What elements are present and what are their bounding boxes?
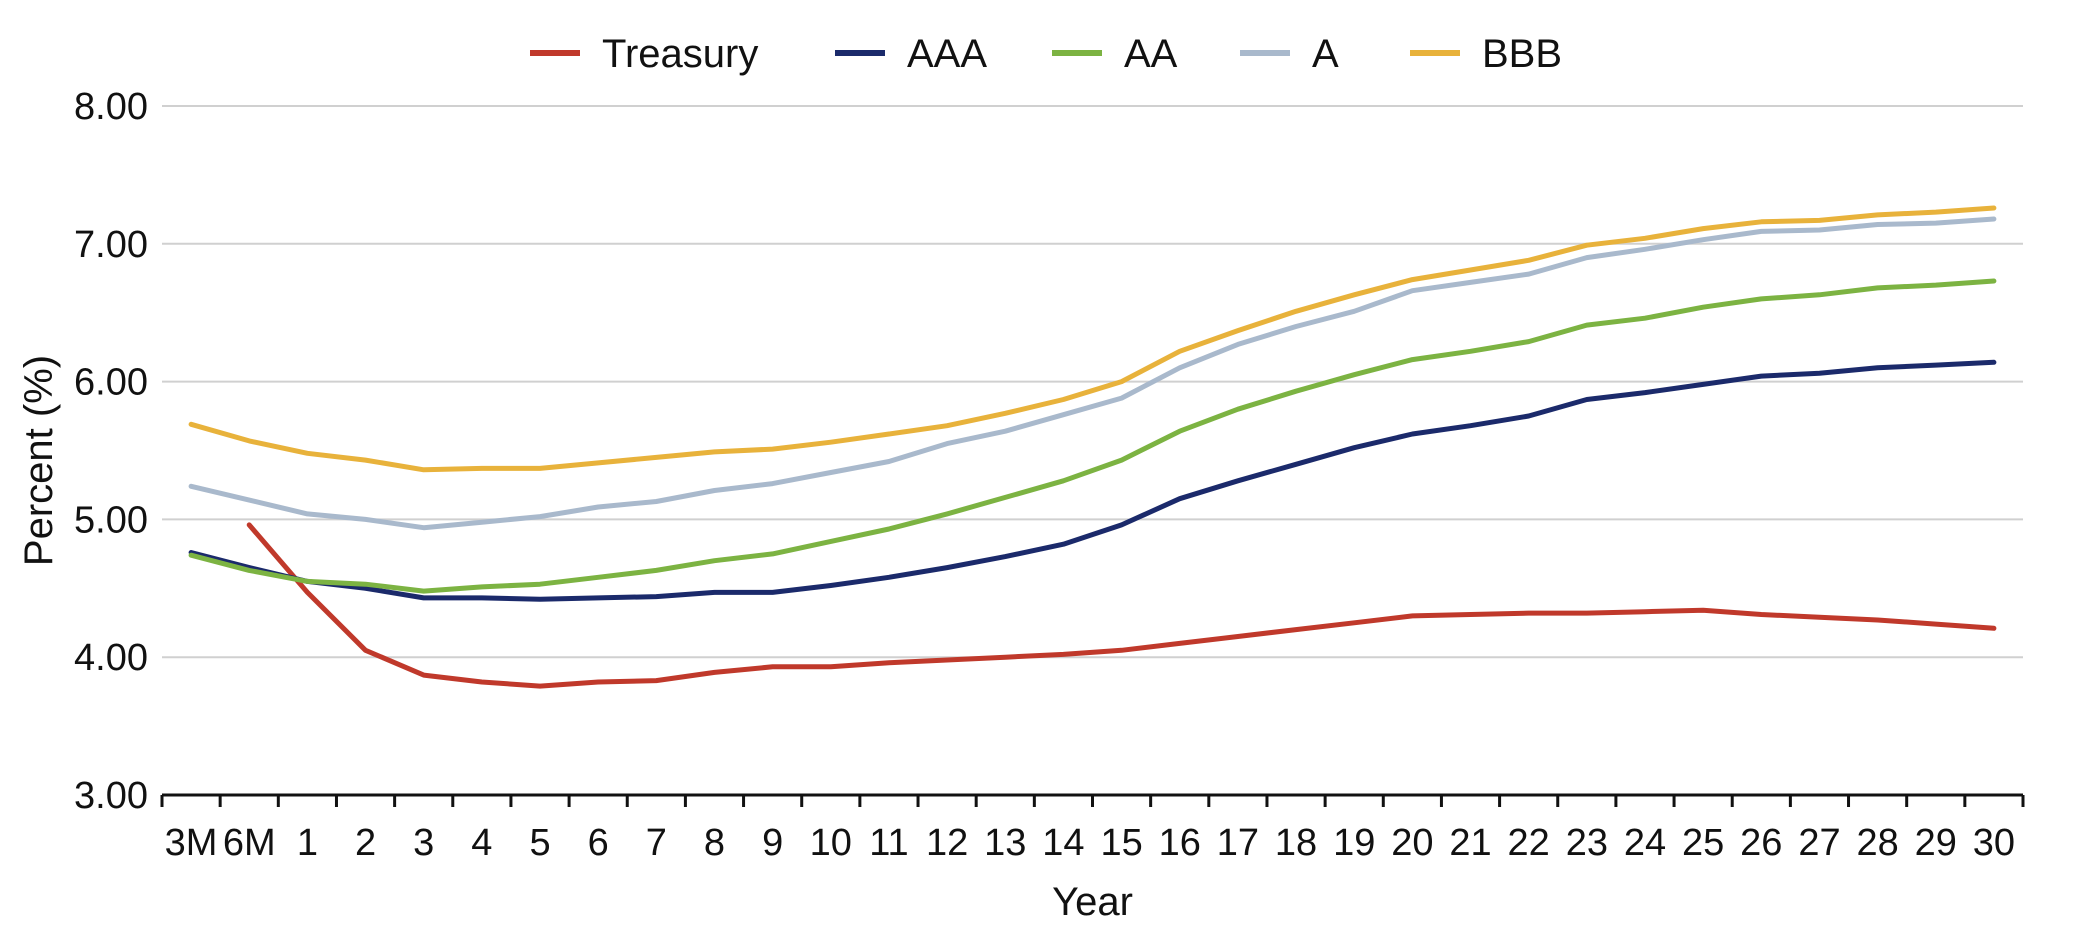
x-tick-label: 11	[869, 822, 908, 864]
x-tick-label: 15	[1100, 822, 1142, 864]
legend-label-treasury: Treasury	[602, 32, 758, 76]
x-tick-label: 19	[1333, 822, 1375, 864]
x-tick-label: 6M	[223, 822, 276, 864]
gridlines	[162, 105, 2023, 659]
series-line-treasury	[246, 522, 1997, 689]
x-tick-label: 17	[1217, 822, 1259, 864]
x-tick-label: 8	[704, 822, 725, 864]
x-tick-label: 13	[984, 822, 1026, 864]
x-tick-label: 23	[1566, 822, 1608, 864]
y-tick-label: 5.00	[74, 499, 148, 541]
x-tick-label: 28	[1856, 822, 1898, 864]
x-tick-label: 14	[1042, 822, 1084, 864]
series-line-bbb	[188, 205, 1997, 473]
legend-label-bbb: BBB	[1482, 32, 1562, 76]
x-tick-label: 4	[471, 822, 492, 864]
y-tick-label: 3.00	[74, 775, 148, 817]
x-tick-label: 10	[810, 822, 852, 864]
y-axis-title: Percent (%)	[17, 355, 61, 566]
x-tick-label: 21	[1449, 822, 1491, 864]
x-tick-label: 24	[1624, 822, 1666, 864]
x-tick-label: 3M	[165, 822, 218, 864]
x-tick-label: 25	[1682, 822, 1724, 864]
x-tick-label: 5	[529, 822, 550, 864]
y-tick-label: 6.00	[74, 362, 148, 404]
x-tick-label: 9	[762, 822, 783, 864]
series-line-aaa	[188, 359, 1997, 602]
x-tick-label: 29	[1915, 822, 1957, 864]
series-lines	[188, 205, 1997, 689]
x-tick-label: 7	[646, 822, 667, 864]
legend-label-aa: AA	[1124, 32, 1178, 76]
x-tick-label: 18	[1275, 822, 1317, 864]
x-tick-label: 3	[413, 822, 434, 864]
legend: Treasury AAA AA A BBB	[530, 32, 1562, 76]
x-tick-label: 16	[1159, 822, 1201, 864]
x-tick-label: 2	[355, 822, 376, 864]
x-axis-title: Year	[1052, 880, 1133, 924]
x-axis-ticks: 3M 6M 1 2 3 4 5 6 7 8 9 10 11 12 13 14 15 16 17 18 19 20 21 22 2…	[160, 795, 2025, 864]
x-tick-label: 20	[1391, 822, 1433, 864]
x-tick-label: 1	[297, 822, 318, 864]
x-tick-label: 6	[588, 822, 609, 864]
legend-label-a: A	[1312, 32, 1339, 76]
x-tick-label: 22	[1508, 822, 1550, 864]
y-tick-label: 7.00	[74, 224, 148, 266]
x-tick-label: 12	[926, 822, 968, 864]
x-tick-label: 26	[1740, 822, 1782, 864]
y-tick-label: 8.00	[74, 86, 148, 128]
y-axis-ticks: 8.00 7.00 6.00 5.00 4.00 3.00	[74, 86, 148, 817]
series-line-a	[188, 216, 1997, 531]
series-line-aa	[188, 278, 1997, 594]
y-tick-label: 4.00	[74, 637, 148, 679]
legend-label-aaa: AAA	[907, 32, 987, 76]
x-tick-label: 27	[1798, 822, 1840, 864]
x-tick-label: 30	[1973, 822, 2015, 864]
